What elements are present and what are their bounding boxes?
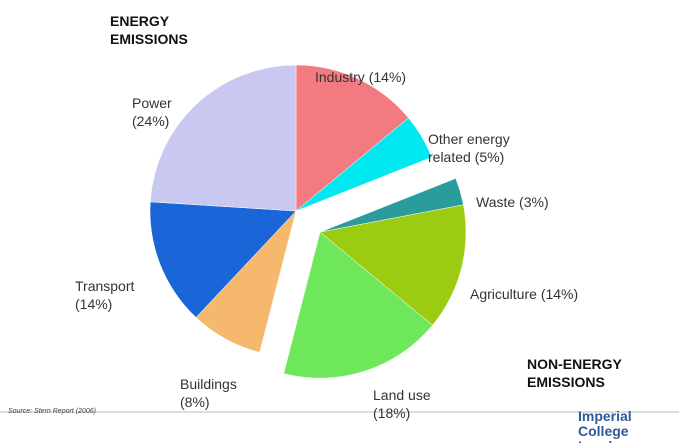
source: Source: Stern Report (2006): [8, 408, 96, 415]
pie-slice: [149, 201, 297, 318]
slice-value: (14%): [540, 286, 579, 302]
slice-label: Agriculture (14%): [470, 285, 630, 303]
pie-slice: [150, 64, 297, 212]
slice-label: Industry (14%): [315, 68, 475, 86]
slice-label: Waste (3%): [476, 193, 596, 211]
slice-value: (14%): [368, 69, 407, 85]
pie-slice: [319, 204, 467, 326]
slice-value: (24%): [132, 113, 170, 129]
energy-heading: ENERGY EMISSIONS: [110, 13, 188, 47]
slice-value: (18%): [373, 405, 411, 421]
slice-name: Other energy related: [428, 131, 510, 165]
slice-label: Other energy related (5%): [428, 130, 543, 166]
pie-slice: [295, 64, 409, 212]
non-energy-heading: NON-ENERGY EMISSIONS: [527, 356, 622, 390]
slice-name: Industry: [315, 69, 365, 85]
slice-name: Waste: [476, 194, 516, 210]
slice-label: Power (24%): [132, 94, 212, 130]
slice-value: (8%): [180, 394, 210, 410]
slice-value: (5%): [474, 149, 505, 165]
slice-name: Land use: [373, 387, 431, 403]
slice-name: Buildings: [180, 376, 237, 392]
slice-label: Buildings (8%): [180, 375, 260, 411]
slice-label: Transport (14%): [75, 277, 165, 313]
slice-name: Transport: [75, 278, 135, 294]
logo: Imperial College London: [578, 408, 632, 443]
slice-name: Power: [132, 95, 172, 111]
pie-slice: [283, 231, 433, 379]
slice-label: Land use (18%): [373, 386, 463, 422]
slice-name: Agriculture: [470, 286, 537, 302]
slice-value: (14%): [75, 296, 113, 312]
slice-value: (3%): [519, 194, 549, 210]
pie-slice: [295, 117, 433, 212]
